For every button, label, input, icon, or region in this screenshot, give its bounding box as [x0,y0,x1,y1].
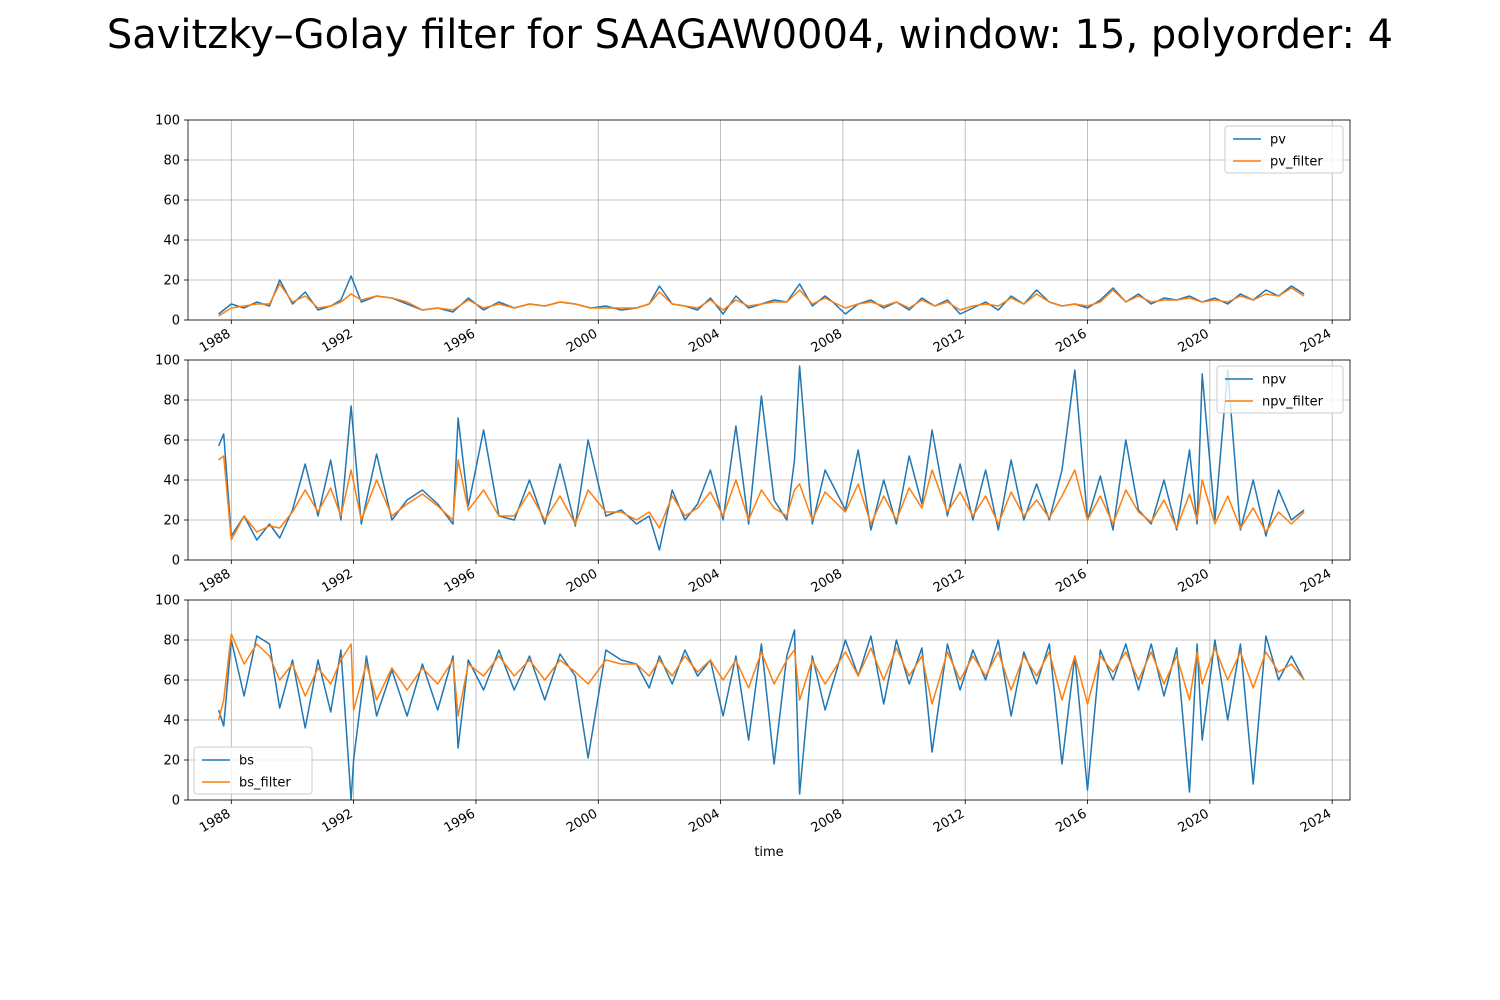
subplot-1: 0 20 40 60 80 100 1988 1992 1996 2000 2004 2008 2012… [155,114,1351,356]
y-tick-label: 100 [155,114,180,129]
x-tick-label: 1988 [197,566,233,596]
x-tick-label: 2020 [1176,326,1212,356]
y-tick-label: 80 [163,634,180,649]
legend-label-bs_filter: bs_filter [239,776,291,791]
y-tick-label: 0 [172,794,180,809]
legend-label-npv: npv [1262,373,1286,388]
x-tick-label: 2004 [686,326,722,356]
axes-frame [187,119,1351,321]
series-line-npv_filter [218,455,1305,541]
y-tick-label: 40 [163,474,180,489]
x-tick-label: 2012 [931,566,967,596]
x-tick-label: 2008 [809,326,845,356]
x-tick-label: 1988 [197,326,233,356]
y-tick-label: 0 [172,314,180,329]
x-tick-label: 1996 [442,566,478,596]
x-tick-label: 2016 [1053,326,1089,356]
x-tick-label: 2016 [1053,566,1089,596]
x-axis-label: time [754,845,783,860]
series-line-bs [217,629,1305,800]
x-tick-label: 1988 [197,806,233,836]
x-tick-label: 2008 [809,566,845,596]
x-tick-label: 2016 [1053,806,1089,836]
series-line-bs_filter [217,633,1305,721]
x-tick-label: 2012 [931,806,967,836]
x-tick-label: 2024 [1298,566,1334,596]
x-tick-label: 2004 [686,566,722,596]
figure-title: Savitzky–Golay filter for SAAGAW0004, wi… [106,12,1394,58]
x-tick-label: 2000 [564,566,600,596]
x-tick-label: 1996 [442,806,478,836]
x-tick-label: 2004 [686,806,722,836]
series-line-npv [217,365,1305,551]
y-tick-label: 20 [163,514,180,529]
y-tick-label: 100 [155,594,180,609]
y-tick-label: 0 [172,554,180,569]
y-tick-label: 20 [163,754,180,769]
x-tick-label: 2020 [1176,566,1212,596]
x-tick-label: 2012 [931,326,967,356]
subplot-2: 0 20 40 60 80 100 1988 1992 1996 2000 2004 2008 2012… [155,354,1351,596]
y-tick-label: 80 [163,154,180,169]
y-tick-label: 80 [163,394,180,409]
y-tick-label: 60 [163,434,180,449]
legend-label-pv: pv [1270,133,1286,148]
series-line-pv_filter [218,283,1305,317]
legend-label-pv_filter: pv_filter [1270,155,1323,170]
y-tick-label: 60 [163,194,180,209]
x-tick-label: 1996 [442,326,478,356]
y-tick-label: 20 [163,274,180,289]
legend: npv npv_filter [1216,365,1344,414]
x-tick-label: 2000 [564,806,600,836]
series-line-pv [218,275,1305,315]
legend: bs bs_filter [193,746,313,795]
y-tick-label: 40 [163,714,180,729]
legend: pv pv_filter [1224,125,1344,174]
legend-label-bs: bs [239,754,254,769]
x-tick-label: 1992 [319,326,355,356]
x-tick-label: 1992 [319,566,355,596]
axes-frame [187,599,1351,801]
legend-label-npv_filter: npv_filter [1262,395,1324,410]
y-tick-label: 60 [163,674,180,689]
x-tick-label: 2024 [1298,326,1334,356]
axes-frame [187,359,1351,561]
y-tick-label: 100 [155,354,180,369]
x-tick-label: 2020 [1176,806,1212,836]
x-tick-label: 2008 [809,806,845,836]
subplot-3: 0 20 40 60 80 100 1988 1992 1996 2000 2004 2008 2012… [155,594,1351,860]
y-tick-label: 40 [163,234,180,249]
x-tick-label: 2024 [1298,806,1334,836]
x-tick-label: 1992 [319,806,355,836]
x-tick-label: 2000 [564,326,600,356]
